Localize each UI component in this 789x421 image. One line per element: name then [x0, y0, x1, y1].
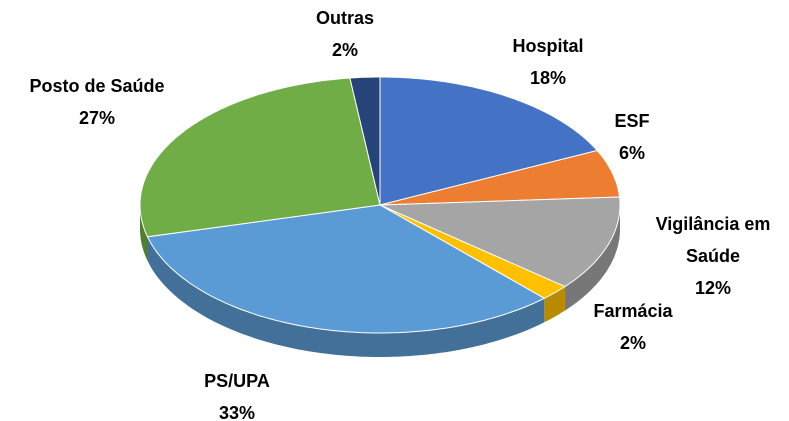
slice [379, 76, 599, 206]
data-label: ESF 6% [614, 105, 649, 169]
slice-side [147, 236, 545, 357]
data-label: Farmácia 2% [593, 295, 672, 359]
data-label: Posto de Saúde 27% [29, 70, 164, 134]
label-value: 12% [694, 278, 732, 298]
label-category: Posto de Saúde [29, 76, 165, 96]
data-label: PS/UPA 33% [204, 365, 270, 421]
slice [379, 196, 621, 288]
slice-side [140, 205, 148, 261]
label-category: Vigilância em Saúde [655, 214, 771, 266]
label-category: ESF [614, 111, 650, 131]
label-value: 6% [618, 143, 646, 163]
label-category: Hospital [512, 36, 584, 56]
data-label: Outras 2% [316, 2, 374, 66]
label-value: 27% [78, 108, 116, 128]
data-label: Vigilância em Saúde 12% [638, 208, 788, 304]
slice [139, 77, 381, 238]
slice [379, 204, 566, 299]
label-value: 2% [619, 333, 646, 353]
label-category: Outras [315, 8, 375, 28]
slice [146, 204, 546, 334]
slice-side [544, 286, 565, 323]
label-category: Farmácia [593, 301, 673, 321]
slice-side [564, 205, 620, 311]
label-value: 18% [529, 68, 567, 88]
slice [379, 149, 621, 206]
label-category: PS/UPA [204, 371, 270, 391]
data-label: Hospital 18% [512, 30, 583, 94]
label-value: 33% [218, 403, 256, 421]
label-value: 2% [331, 40, 358, 60]
slice [349, 76, 381, 206]
